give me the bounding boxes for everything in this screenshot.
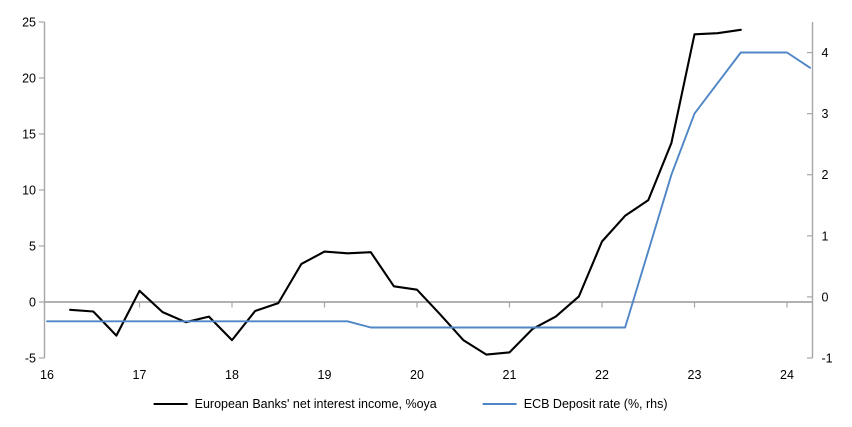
x-axis-tick-label: 16 xyxy=(40,368,54,382)
x-axis-tick-label: 24 xyxy=(780,368,794,382)
left-axis-tick-label: 5 xyxy=(29,240,36,254)
legend-label-ecb-deposit-rate: ECB Deposit rate (%, rhs) xyxy=(523,397,668,411)
right-axis-tick-label: 0 xyxy=(822,290,829,304)
left-axis-tick-label: 25 xyxy=(22,16,36,30)
legend-item-net-interest-income: European Banks' net interest income, %oy… xyxy=(153,397,437,411)
right-axis-tick-label: 2 xyxy=(822,168,829,182)
legend-item-ecb-deposit-rate: ECB Deposit rate (%, rhs) xyxy=(482,397,668,411)
x-axis-tick-label: 20 xyxy=(410,368,424,382)
ecb-deposit-rate-line xyxy=(46,51,812,329)
left-axis-tick-label: 0 xyxy=(29,296,36,310)
nii-line xyxy=(69,28,742,356)
left-axis-tick-label: 20 xyxy=(22,72,36,86)
ecb-line-swatch-icon xyxy=(482,403,517,405)
left-axis-tick-label: 15 xyxy=(22,128,36,142)
series-lines xyxy=(46,28,812,356)
right-axis-tick-label: -1 xyxy=(822,352,833,366)
right-axis-tick-label: 4 xyxy=(822,46,829,60)
right-axis-tick-label: 3 xyxy=(822,107,829,121)
x-axis-tick-label: 23 xyxy=(688,368,702,382)
legend: European Banks' net interest income, %oy… xyxy=(153,397,668,411)
nii-line-swatch-icon xyxy=(153,403,188,405)
x-axis-tick-label: 21 xyxy=(503,368,517,382)
x-axis-tick-label: 22 xyxy=(595,368,609,382)
right-axis-tick-label: 1 xyxy=(822,229,829,243)
legend-label-net-interest-income: European Banks' net interest income, %oy… xyxy=(194,397,437,411)
x-axis-tick-label: 17 xyxy=(133,368,147,382)
left-axis-tick-label: 10 xyxy=(22,184,36,198)
x-axis-tick-label: 18 xyxy=(225,368,239,382)
x-axis-tick-label: 19 xyxy=(318,368,332,382)
left-axis-tick-label: -5 xyxy=(25,352,36,366)
